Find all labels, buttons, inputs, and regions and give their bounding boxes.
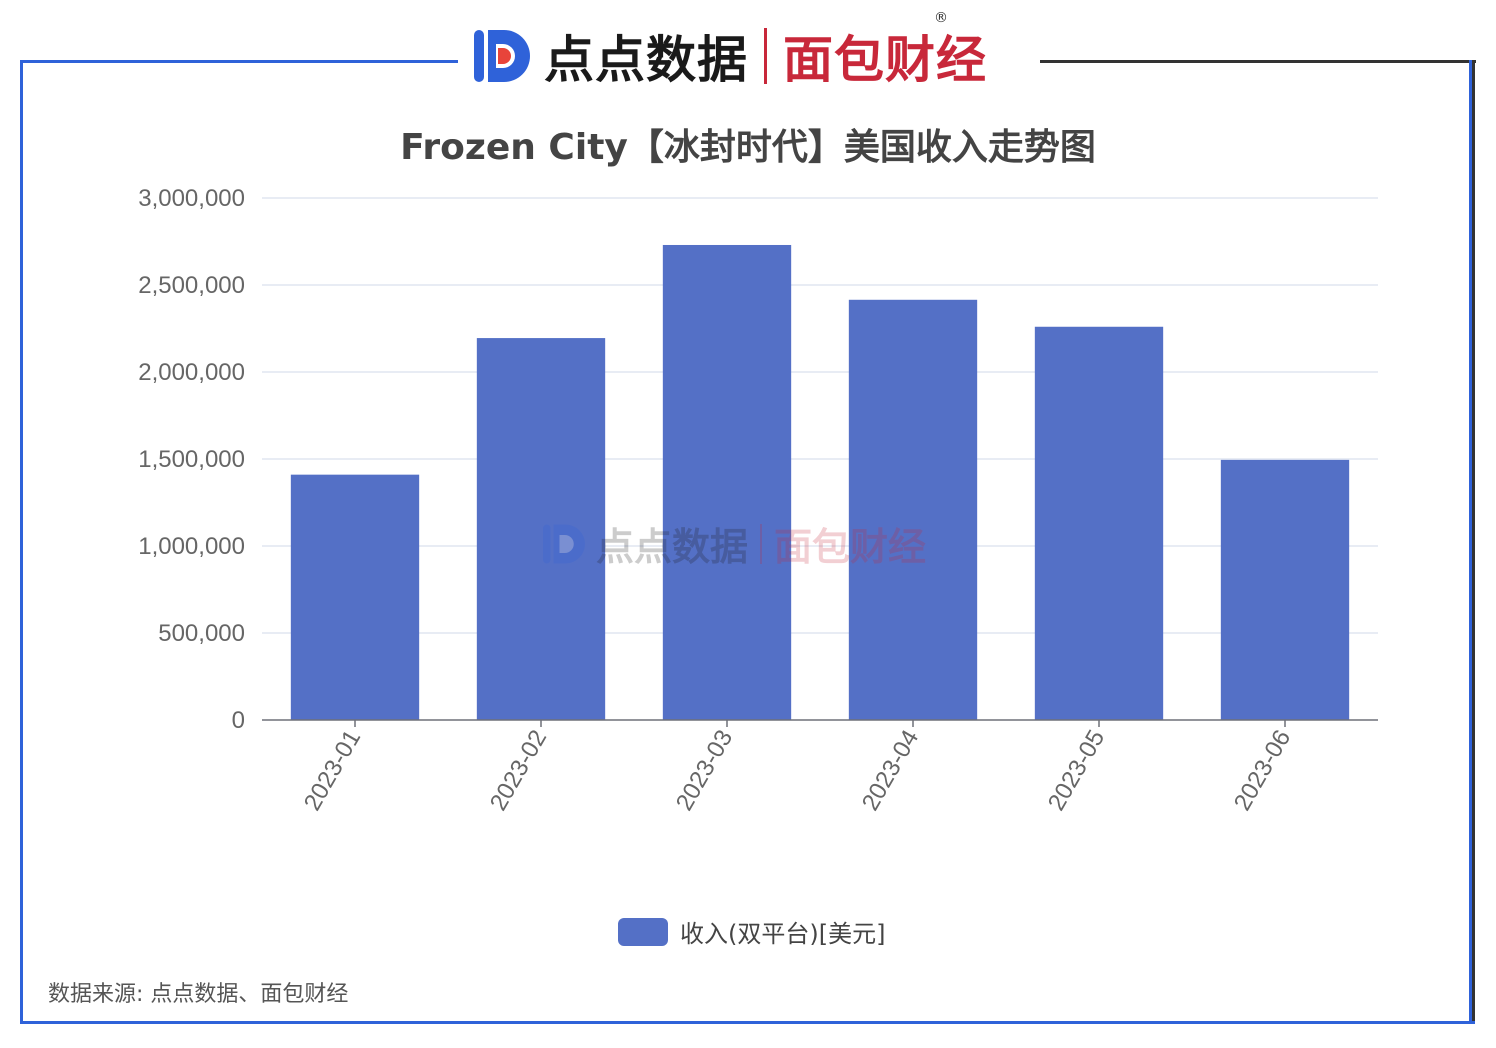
chart-title: Frozen City【冰封时代】美国收入走势图	[400, 127, 1096, 168]
bar[interactable]	[290, 474, 420, 720]
y-tick-labels: 0 500,000 1,000,000 1,500,000 2,000,000 2,500…	[138, 185, 245, 734]
grid-lines	[262, 197, 1378, 634]
y-tick-label: 500,000	[158, 620, 245, 647]
y-tick-label: 1,000,000	[138, 533, 245, 560]
legend[interactable]: 收入(双平台)[美元]	[618, 914, 885, 949]
chart-frame	[20, 60, 1472, 1024]
y-tick-label: 1,500,000	[138, 446, 245, 473]
axes	[262, 719, 1378, 727]
bar[interactable]	[1220, 459, 1350, 720]
brand-name-mianbao-text: 面包财经	[783, 31, 987, 89]
source-note: 数据来源: 点点数据、面包财经	[48, 982, 349, 1007]
y-tick-label: 2,500,000	[138, 272, 245, 299]
y-tick-label: 0	[232, 707, 245, 734]
bar[interactable]	[476, 338, 606, 720]
frame-top-left-line	[20, 60, 458, 63]
x-tick-label: 2023-06	[1229, 726, 1296, 816]
x-tick-labels: 2023-01 2023-02 2023-03 2023-04 2023-05 2023-…	[299, 726, 1296, 816]
bars	[290, 244, 1350, 721]
brand-logo: 点点数据 面包财经 ®	[470, 10, 987, 94]
frame-right-line	[1472, 60, 1475, 1024]
legend-label: 收入(双平台)[美元]	[680, 920, 886, 948]
bar[interactable]	[848, 299, 978, 720]
x-tick-label: 2023-01	[299, 726, 366, 816]
x-tick-label: 2023-05	[1043, 726, 1110, 816]
x-tick-label: 2023-04	[857, 726, 924, 816]
frame-bottom-line	[960, 1021, 1475, 1024]
frame-top-right-line	[1040, 60, 1476, 63]
legend-swatch	[618, 917, 668, 946]
registered-mark: ®	[934, 10, 949, 26]
brand-name-diandian: 点点数据	[544, 31, 748, 89]
x-tick-label: 2023-03	[671, 726, 738, 816]
bar[interactable]	[1034, 326, 1164, 720]
diandian-logo-icon	[474, 30, 530, 82]
x-tick-label: 2023-02	[485, 726, 552, 816]
logo-divider	[764, 28, 767, 84]
y-tick-label: 2,000,000	[138, 359, 245, 386]
y-tick-label: 3,000,000	[138, 185, 245, 212]
brand-name-mianbao: 面包财经 ®	[783, 10, 987, 92]
bar[interactable]	[662, 244, 792, 721]
